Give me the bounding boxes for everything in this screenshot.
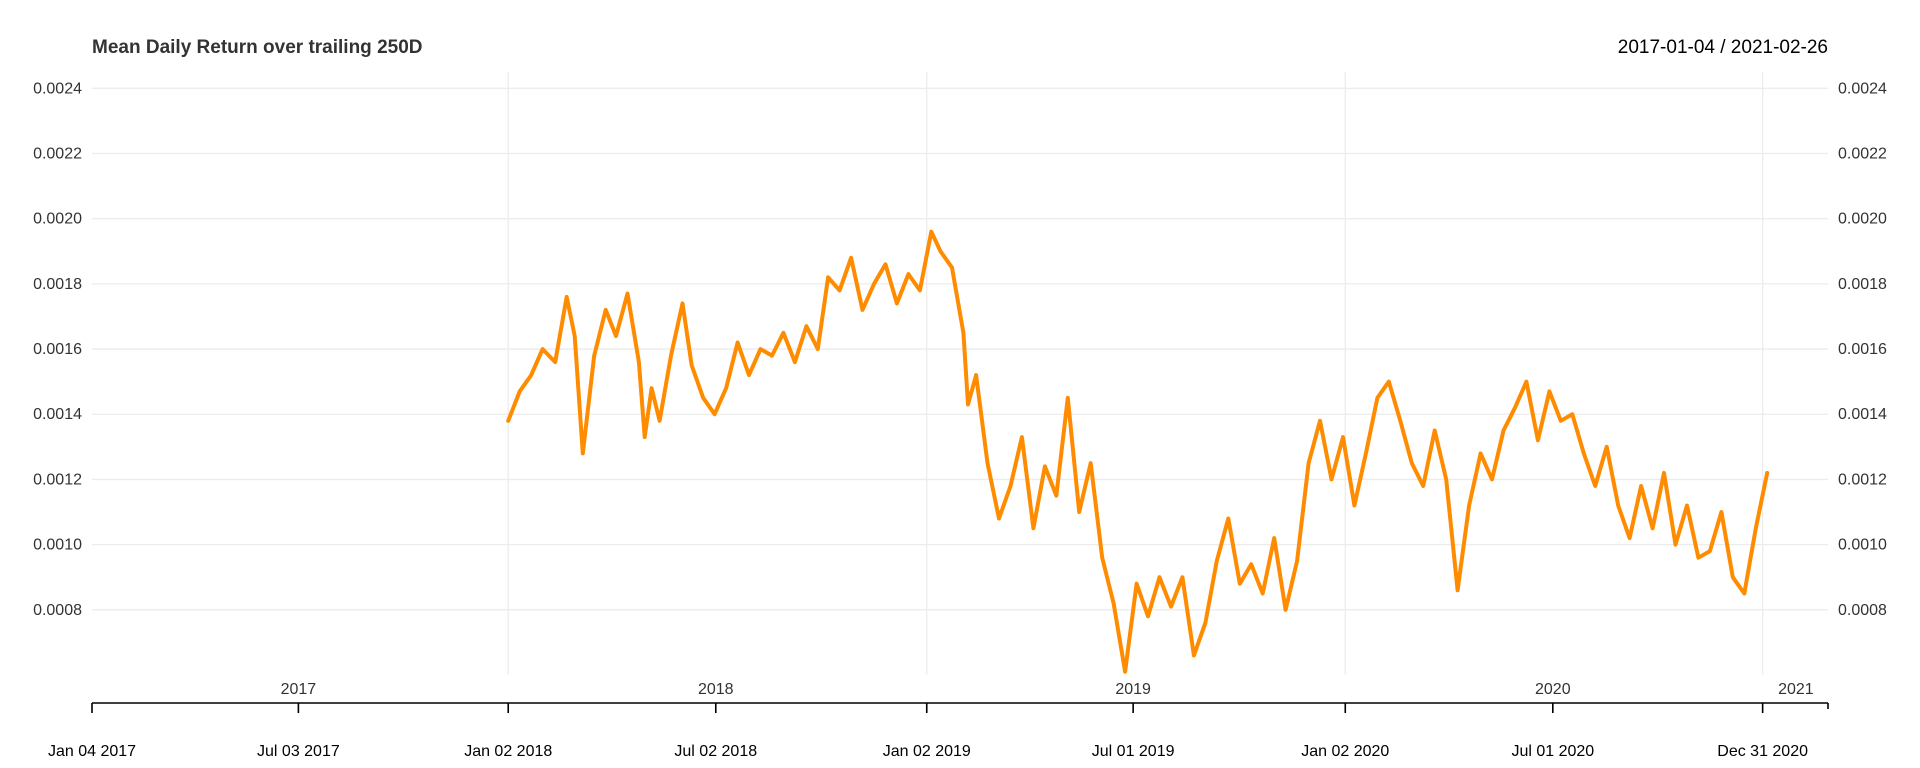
y-tick-label-right: 0.0020	[1838, 211, 1887, 228]
y-tick-label-right: 0.0014	[1838, 406, 1887, 423]
year-label: 2019	[1115, 681, 1151, 698]
x-tick-label: Dec 31 2020	[1717, 743, 1808, 760]
x-tick-label: Jul 01 2019	[1092, 743, 1175, 760]
y-tick-label-left: 0.0022	[33, 145, 82, 162]
x-tick-label: Jul 02 2018	[674, 743, 757, 760]
year-label: 2020	[1535, 681, 1571, 698]
year-labels: 2017 2018 2019 2020 2021	[281, 681, 1814, 698]
y-tick-label-left: 0.0020	[33, 211, 82, 228]
y-tick-label-right: 0.0024	[1838, 80, 1887, 97]
x-tick-label: Jan 02 2019	[883, 743, 971, 760]
x-tick-label: Jul 01 2020	[1511, 743, 1594, 760]
y-tick-label-left: 0.0012	[33, 471, 82, 488]
y-tick-label-left: 0.0024	[33, 80, 82, 97]
y-tick-label-left: 0.0010	[33, 537, 82, 554]
year-label: 2017	[281, 681, 317, 698]
x-tick-label: Jul 03 2017	[257, 743, 340, 760]
x-tick-label: Jan 02 2020	[1301, 743, 1389, 760]
y-tick-label-right: 0.0010	[1838, 537, 1887, 554]
x-axis: Jan 04 2017 Jul 03 2017 Jan 02 2018 Jul 02 …	[48, 702, 1829, 760]
y-tick-label-right: 0.0008	[1838, 602, 1887, 619]
y-tick-label-left: 0.0008	[33, 602, 82, 619]
y-axis-ticks: 0.0008 0.0008 0.0010 0.0010 0.0012 0.0012 0.00…	[33, 80, 1887, 619]
year-label: 2021	[1778, 681, 1814, 698]
y-tick-label-right: 0.0012	[1838, 471, 1887, 488]
series-line	[506, 229, 1770, 674]
year-label: 2018	[698, 681, 734, 698]
y-tick-label-right: 0.0022	[1838, 145, 1887, 162]
x-tick-label: Jan 04 2017	[48, 743, 136, 760]
series-layer	[506, 229, 1770, 674]
y-tick-label-right: 0.0016	[1838, 341, 1887, 358]
date-range-label: 2017-01-04 / 2021-02-26	[1618, 37, 1828, 58]
y-tick-label-left: 0.0018	[33, 276, 82, 293]
chart-title: Mean Daily Return over trailing 250D	[92, 37, 423, 58]
grid-lines	[92, 72, 1828, 675]
x-tick-label: Jan 02 2018	[464, 743, 552, 760]
y-tick-label-right: 0.0018	[1838, 276, 1887, 293]
y-tick-label-left: 0.0016	[33, 341, 82, 358]
y-tick-label-left: 0.0014	[33, 406, 82, 423]
